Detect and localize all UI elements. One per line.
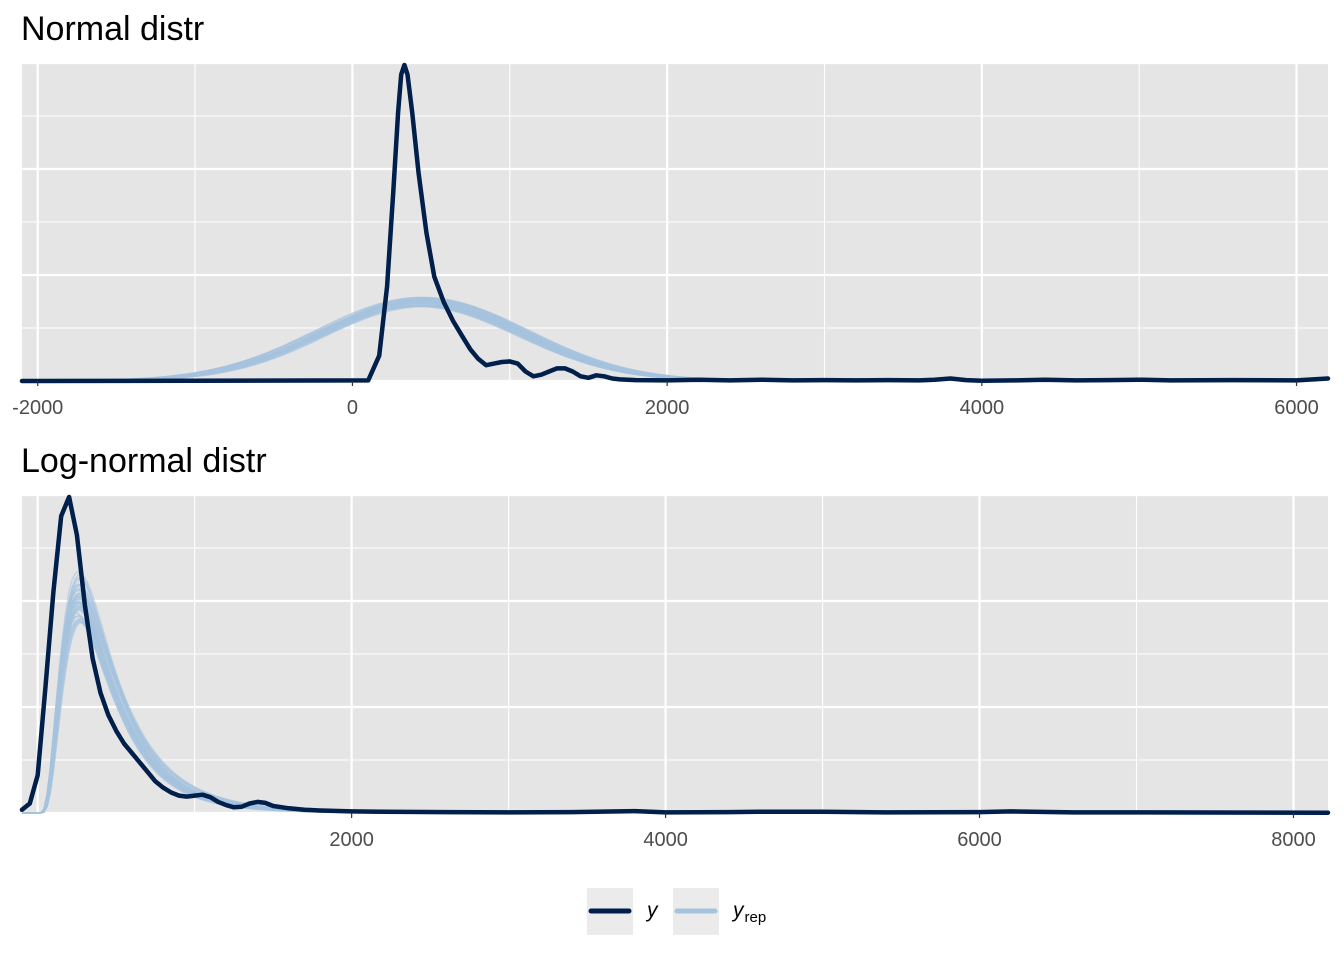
panel-2: 2000 4000 6000 8000 [19,493,1331,851]
x-tick-label: 0 [347,397,358,419]
x-tick-label: 2000 [329,829,374,851]
legend-label-y: y [645,899,659,922]
y-observed-line [19,62,1331,384]
panel-1-y-line [19,62,1331,384]
panel-1-title: Normal distr [21,10,204,48]
legend: y yrep [587,888,766,935]
panel-1: -2000 0 2000 4000 6000 [12,61,1331,419]
legend-item-yrep: yrep [673,888,766,935]
panel-1-yrep-lines [21,296,762,382]
legend-item-y: y [587,888,659,935]
x-tick-label: 4000 [643,829,688,851]
y-observed-line [19,494,1331,815]
x-tick-label: 2000 [645,397,690,419]
x-tick-label: 6000 [1274,397,1319,419]
legend-label-yrep: yrep [731,899,766,926]
x-tick-label: 8000 [1271,829,1316,851]
x-tick-label: -2000 [12,397,63,419]
panel-1-x-axis: -2000 0 2000 4000 6000 [12,381,1319,419]
panel-2-x-axis: 2000 4000 6000 8000 [329,813,1316,851]
x-tick-label: 4000 [960,397,1005,419]
panel-2-y-line [19,494,1331,815]
panel-2-title: Log-normal distr [21,442,267,480]
x-tick-label: 6000 [957,829,1002,851]
